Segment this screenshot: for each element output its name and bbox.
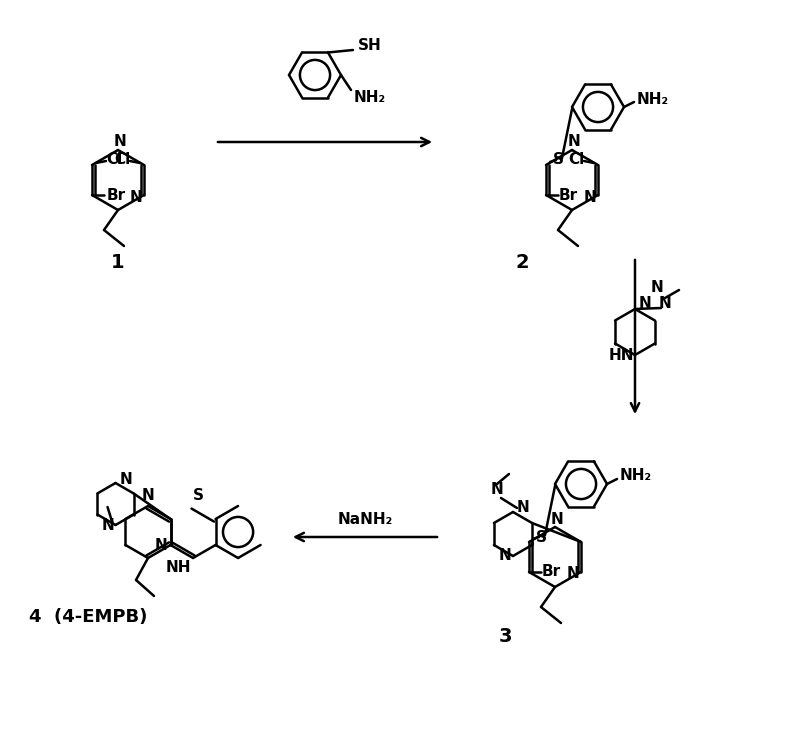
Text: N: N (499, 548, 512, 563)
Text: 2: 2 (515, 252, 529, 271)
Text: N: N (491, 483, 504, 498)
Text: NH₂: NH₂ (354, 90, 386, 105)
Text: Cl: Cl (567, 152, 584, 167)
Text: N: N (551, 512, 563, 527)
Text: 3: 3 (498, 627, 512, 646)
Text: N: N (101, 518, 114, 533)
Text: N: N (567, 566, 579, 581)
Text: 4  (4-EMPB): 4 (4-EMPB) (29, 608, 147, 626)
Text: Br: Br (107, 187, 126, 202)
Text: HN: HN (608, 347, 634, 362)
Text: NH₂: NH₂ (620, 468, 652, 483)
Text: N: N (119, 471, 132, 486)
Text: Br: Br (559, 187, 578, 202)
Text: N: N (583, 190, 596, 205)
Text: N: N (567, 134, 580, 149)
Text: N: N (142, 489, 155, 503)
Text: N: N (130, 190, 143, 205)
Text: N: N (154, 538, 167, 553)
Text: N: N (516, 500, 529, 515)
Text: 1: 1 (112, 252, 125, 271)
Text: NH: NH (165, 560, 190, 575)
Text: N: N (114, 134, 127, 149)
Text: Br: Br (541, 565, 560, 580)
Text: NaNH₂: NaNH₂ (337, 512, 393, 527)
Text: Cl: Cl (114, 152, 130, 167)
Text: N: N (658, 297, 671, 311)
Text: Cl: Cl (106, 152, 122, 167)
Text: SH: SH (358, 37, 382, 52)
Text: S: S (552, 152, 563, 167)
Text: S: S (536, 530, 547, 545)
Text: N: N (638, 297, 651, 311)
Text: N: N (650, 279, 663, 294)
Text: NH₂: NH₂ (637, 91, 669, 107)
Text: S: S (193, 489, 203, 503)
